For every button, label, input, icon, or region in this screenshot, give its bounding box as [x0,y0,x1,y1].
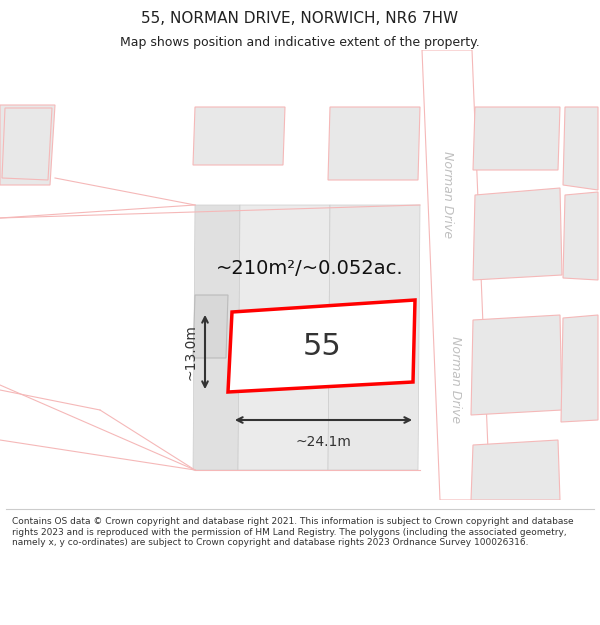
Text: Norman Drive: Norman Drive [449,336,461,424]
Polygon shape [193,107,285,165]
Polygon shape [0,105,55,185]
Polygon shape [471,315,562,415]
Polygon shape [561,315,598,422]
Polygon shape [228,300,415,392]
Text: Norman Drive: Norman Drive [442,151,455,239]
Polygon shape [563,192,598,280]
Text: ~13.0m: ~13.0m [183,324,197,380]
Text: ~24.1m: ~24.1m [296,435,352,449]
Text: Contains OS data © Crown copyright and database right 2021. This information is : Contains OS data © Crown copyright and d… [12,518,574,548]
Polygon shape [2,108,52,180]
Polygon shape [473,188,562,280]
Polygon shape [422,50,490,500]
Polygon shape [193,295,228,358]
Polygon shape [238,205,330,470]
Polygon shape [193,205,240,470]
Text: ~210m²/~0.052ac.: ~210m²/~0.052ac. [216,259,404,278]
Text: 55: 55 [302,332,341,361]
Polygon shape [328,107,420,180]
Polygon shape [473,107,560,170]
Polygon shape [328,205,420,470]
Text: Map shows position and indicative extent of the property.: Map shows position and indicative extent… [120,36,480,49]
Polygon shape [471,440,560,500]
Polygon shape [563,107,598,190]
Text: 55, NORMAN DRIVE, NORWICH, NR6 7HW: 55, NORMAN DRIVE, NORWICH, NR6 7HW [142,11,458,26]
